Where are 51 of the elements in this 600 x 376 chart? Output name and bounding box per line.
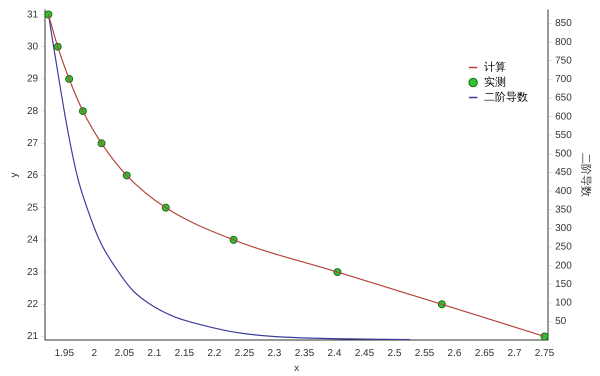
x-tick-label: 2.5 <box>388 348 402 359</box>
y2-tick-label: 150 <box>555 278 572 290</box>
x-tick-label: 2.65 <box>474 348 495 359</box>
x-tick-label: 2.75 <box>534 348 555 359</box>
y2-tick-label: 100 <box>555 298 572 309</box>
y2-tick-label: 850 <box>555 18 572 30</box>
y2-tick-label: 450 <box>555 167 572 178</box>
y2-tick-label: 400 <box>555 186 572 197</box>
y2-tick-label: 800 <box>555 36 572 48</box>
y2-tick-label: 550 <box>555 130 572 141</box>
y2-axis-title: 二阶导数 <box>579 153 592 197</box>
x-tick-label: 2.6 <box>448 348 462 359</box>
x-tick-label: 2.1 <box>147 348 162 359</box>
y2-tick-label: 300 <box>555 223 572 234</box>
y-tick-label: 21 <box>27 331 39 342</box>
x-tick-label: 2.7 <box>508 348 522 359</box>
x-tick-label: 2.15 <box>174 348 195 359</box>
y-tick-label: 31 <box>27 9 39 20</box>
x-tick-label: 1.95 <box>54 348 74 359</box>
legend-label: 二阶导数 <box>484 92 528 104</box>
y-tick-label: 24 <box>27 234 39 246</box>
x-tick-label: 2.3 <box>267 348 282 359</box>
x-tick-label: 2.25 <box>234 348 255 359</box>
y2-tick-label: 500 <box>555 148 572 160</box>
x-tick-label: 2.2 <box>207 348 222 359</box>
y2-tick-label: 650 <box>555 92 572 104</box>
legend-label: 实测 <box>484 76 506 89</box>
y2-tick-label: 600 <box>555 111 572 122</box>
legend-label: 计算 <box>484 60 506 74</box>
y2-tick-label: 250 <box>555 242 572 253</box>
y-tick-label: 28 <box>27 106 39 117</box>
y-tick-label: 26 <box>27 170 39 182</box>
y-tick-label: 25 <box>27 202 39 214</box>
x-tick-label: 2.4 <box>327 348 342 359</box>
x-tick-label: 2.55 <box>414 348 435 359</box>
y-tick-label: 22 <box>27 299 39 310</box>
y2-tick-label: 700 <box>555 74 572 86</box>
y2-tick-label: 750 <box>555 55 572 66</box>
x-tick-label: 2.35 <box>294 348 315 359</box>
y2-tick-label: 200 <box>555 260 572 272</box>
y-tick-label: 29 <box>27 74 39 85</box>
y2-tick-label: 350 <box>555 204 572 216</box>
x-tick-label: 2.05 <box>114 348 135 359</box>
y-tick-label: 30 <box>27 41 39 52</box>
y-tick-label: 23 <box>27 266 39 278</box>
y-tick-label: 27 <box>27 138 39 150</box>
x-tick-label: 2 <box>92 348 98 359</box>
x-tick-label: 2.45 <box>354 348 375 359</box>
y-axis-title: y <box>8 172 20 178</box>
y2-tick-label: 50 <box>555 316 567 328</box>
x-axis-title: x <box>294 362 300 374</box>
